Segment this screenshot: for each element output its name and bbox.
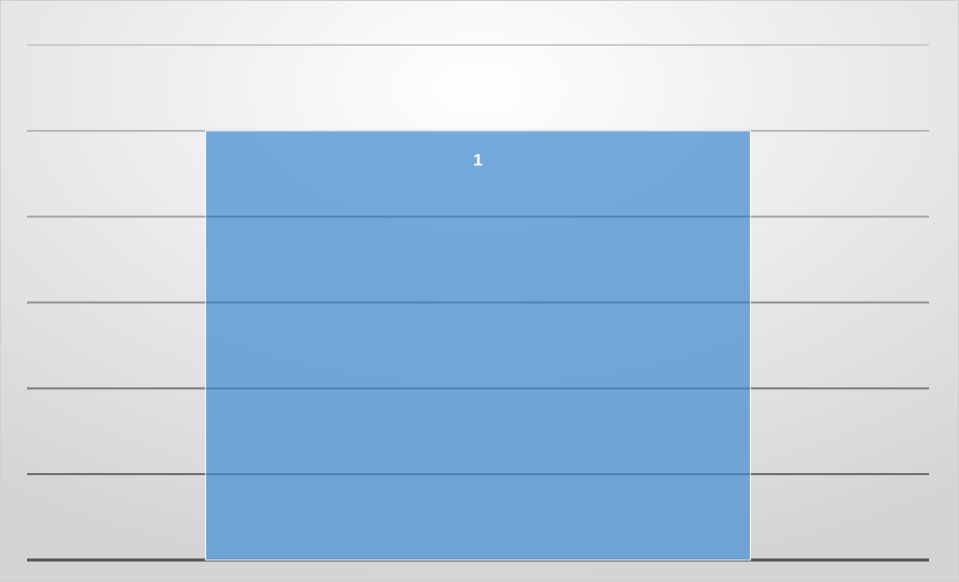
- data-label: 1: [473, 150, 482, 169]
- bar: [205, 130, 751, 561]
